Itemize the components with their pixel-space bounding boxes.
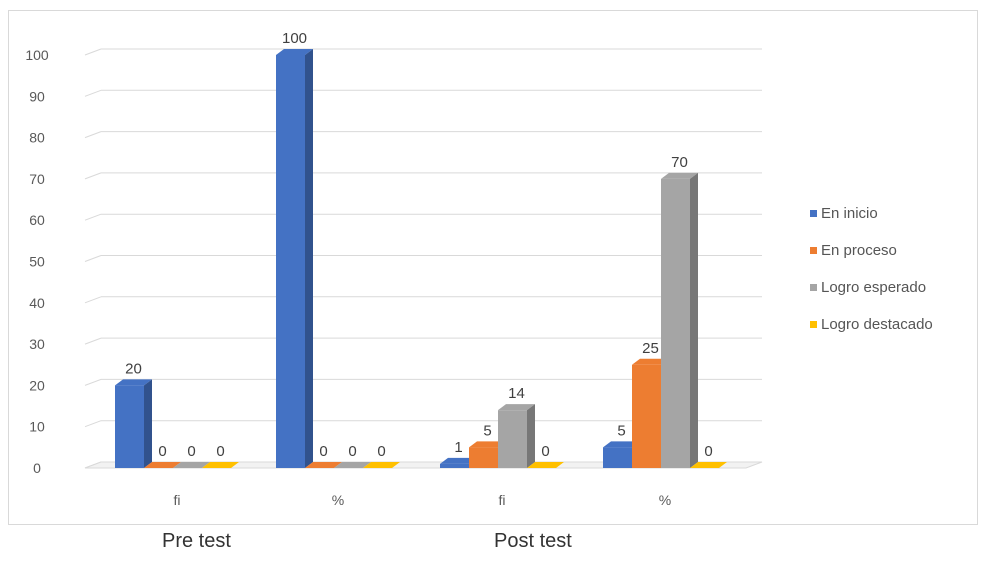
y-tick-label: 20 xyxy=(29,377,45,393)
gridline-depth xyxy=(84,296,102,304)
bar-top xyxy=(690,462,727,468)
y-tick-label: 10 xyxy=(29,419,45,435)
bar-top xyxy=(363,462,400,468)
legend-swatch-1 xyxy=(810,246,817,254)
chart-frame xyxy=(8,10,978,525)
gridline-depth xyxy=(84,337,102,345)
data-label: 0 xyxy=(158,443,166,460)
bar-top xyxy=(202,462,239,468)
y-tick-label: 60 xyxy=(29,212,45,228)
legend-label: En inicio xyxy=(821,204,878,222)
bar-front xyxy=(603,447,632,468)
y-tick-label: 70 xyxy=(29,171,45,187)
x-tick-label: % xyxy=(332,492,344,508)
data-label: 0 xyxy=(704,443,712,460)
gridline-depth xyxy=(84,378,102,386)
data-label: 0 xyxy=(319,443,327,460)
y-tick-label: 0 xyxy=(33,460,41,476)
data-label: 0 xyxy=(377,443,385,460)
data-label: 0 xyxy=(187,443,195,460)
legend-label: En proceso xyxy=(821,241,897,259)
x-tick-label: % xyxy=(659,492,671,508)
bar-side xyxy=(305,49,313,468)
data-label: 25 xyxy=(642,340,659,357)
bar-top xyxy=(632,358,669,365)
gridline-depth xyxy=(84,89,102,97)
bar-front xyxy=(276,55,305,468)
data-label: 0 xyxy=(348,443,356,460)
bar-top xyxy=(276,49,313,55)
bar-front xyxy=(632,364,661,468)
legend-swatch-2 xyxy=(810,283,817,291)
gridline-depth xyxy=(84,255,102,262)
data-label: 0 xyxy=(541,443,549,460)
gridline-depth xyxy=(84,420,102,428)
gridline-depth xyxy=(84,131,102,139)
bar-top xyxy=(661,172,698,179)
data-label: 5 xyxy=(617,422,625,439)
bar-top xyxy=(469,441,506,448)
group-label-post-test: Post test xyxy=(494,530,572,552)
data-label: 20 xyxy=(125,360,142,377)
legend: En inicio En proceso Logro esperado Logr… xyxy=(810,200,933,348)
bar-front xyxy=(498,410,527,468)
legend-label: Logro destacado xyxy=(821,315,933,333)
bar-front xyxy=(115,385,144,468)
legend-item: En inicio xyxy=(810,200,933,226)
data-label: 14 xyxy=(508,385,525,402)
bar-front xyxy=(440,463,469,468)
bar-top xyxy=(440,457,477,464)
bar-front xyxy=(661,178,690,468)
legend-item: En proceso xyxy=(810,237,933,263)
data-label: 0 xyxy=(216,443,224,460)
bar-top xyxy=(173,462,210,468)
data-label: 5 xyxy=(483,422,491,439)
bar-top xyxy=(115,379,152,386)
y-tick-label: 40 xyxy=(29,295,45,311)
data-label: 70 xyxy=(671,154,688,171)
data-label: 100 xyxy=(282,30,307,47)
bar-top xyxy=(144,462,181,468)
y-tick-label: 50 xyxy=(29,254,45,270)
bar-top xyxy=(305,462,342,468)
bar-top xyxy=(334,462,371,468)
gridline-depth xyxy=(84,172,102,180)
bar-front xyxy=(469,447,498,468)
bar-top xyxy=(603,441,640,448)
y-tick-label: 80 xyxy=(29,130,45,146)
bar-side xyxy=(690,172,698,468)
bar-top xyxy=(498,404,535,411)
legend-label: Logro esperado xyxy=(821,278,927,296)
legend-swatch-0 xyxy=(810,209,817,217)
legend-swatch-3 xyxy=(810,320,817,328)
gridline-depth xyxy=(84,48,102,56)
gridline-depth xyxy=(84,213,102,221)
legend-item: Logro destacado xyxy=(810,311,933,337)
bar-side xyxy=(144,379,152,468)
data-label: 1 xyxy=(454,439,462,456)
bar-top xyxy=(527,462,564,468)
x-tick-label: fi xyxy=(499,492,506,508)
legend-item: Logro esperado xyxy=(810,274,933,300)
bar-side xyxy=(527,404,535,468)
y-tick-label: 90 xyxy=(29,88,45,104)
y-tick-label: 100 xyxy=(25,47,49,63)
x-tick-label: fi xyxy=(174,492,181,508)
group-label-pre-test: Pre test xyxy=(162,530,231,552)
y-tick-label: 30 xyxy=(29,336,45,352)
